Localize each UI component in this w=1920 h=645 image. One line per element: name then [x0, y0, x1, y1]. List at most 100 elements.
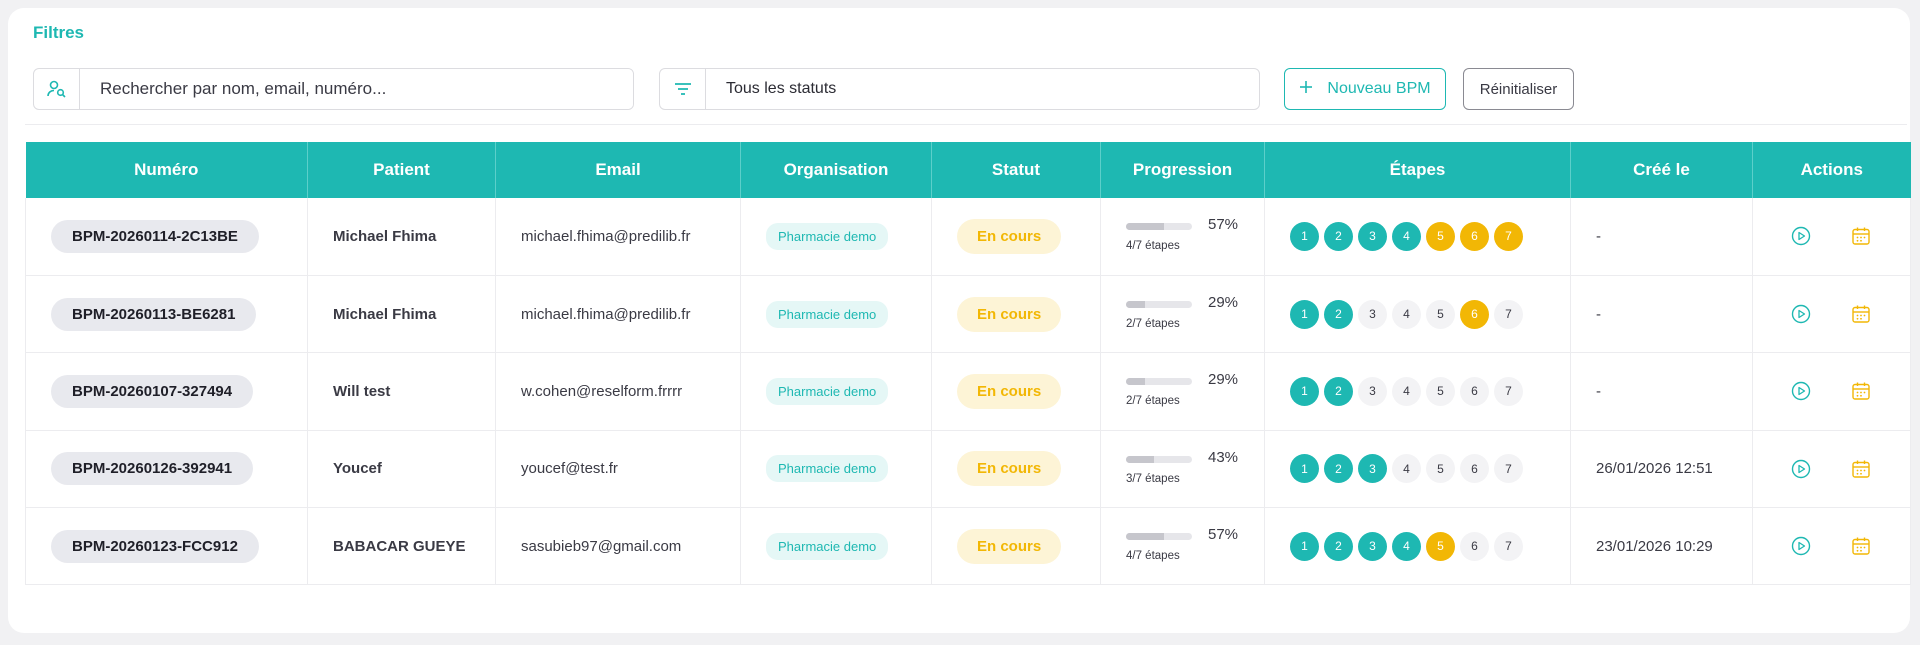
- play-circle-icon[interactable]: [1791, 304, 1811, 324]
- step-6: 6: [1460, 531, 1489, 561]
- cell-statut: En cours: [931, 275, 1101, 354]
- header-etapes[interactable]: Étapes: [1264, 142, 1571, 198]
- step-2: 2: [1324, 299, 1353, 329]
- header-progression[interactable]: Progression: [1100, 142, 1265, 198]
- step-3: 3: [1358, 531, 1387, 561]
- bpm-number: BPM-20260113-BE6281: [51, 297, 257, 331]
- new-bpm-button[interactable]: Nouveau BPM: [1284, 68, 1446, 110]
- bpm-number: BPM-20260123-FCC912: [51, 529, 259, 563]
- cell-patient: BABACAR GUEYE: [307, 507, 496, 586]
- progress: 43% 3/7 étapes: [1126, 449, 1246, 489]
- progress: 29% 2/7 étapes: [1126, 294, 1246, 334]
- header-statut[interactable]: Statut: [931, 142, 1101, 198]
- created-date: 23/01/2026 10:29: [1596, 537, 1713, 555]
- filter-icon: [660, 69, 706, 109]
- search-box[interactable]: [33, 68, 634, 110]
- step-1: 1: [1290, 299, 1319, 329]
- step-7: 7: [1494, 531, 1523, 561]
- cell-email: sasubieb97@gmail.com: [495, 507, 741, 586]
- cell-statut: En cours: [931, 198, 1101, 276]
- cell-patient: Michael Fhima: [307, 275, 496, 354]
- header-patient[interactable]: Patient: [307, 142, 496, 198]
- new-bpm-label: Nouveau BPM: [1327, 80, 1431, 97]
- calendar-icon[interactable]: [1851, 536, 1871, 556]
- organisation-badge: Pharmacie demo: [766, 455, 889, 483]
- reset-button[interactable]: Réinitialiser: [1463, 68, 1574, 110]
- cell-statut: En cours: [931, 430, 1101, 509]
- bpm-number: BPM-20260114-2C13BE: [51, 219, 259, 253]
- step-6: 6: [1460, 454, 1489, 484]
- step-6: 6: [1460, 376, 1489, 406]
- play-circle-icon[interactable]: [1791, 459, 1811, 479]
- cell-actions: [1752, 275, 1911, 354]
- progress-percent: 29%: [1208, 371, 1239, 389]
- step-4: 4: [1392, 454, 1421, 484]
- progress-percent: 57%: [1208, 216, 1239, 234]
- step-3: 3: [1358, 299, 1387, 329]
- status-badge: En cours: [957, 528, 1062, 564]
- status-select[interactable]: Tous les statuts: [659, 68, 1260, 110]
- filters-title: Filtres: [33, 23, 85, 42]
- cell-cree-le: -: [1570, 275, 1753, 354]
- status-badge: En cours: [957, 451, 1062, 487]
- step-5: 5: [1426, 531, 1455, 561]
- patient-email: w.cohen@reselform.frrrr: [521, 382, 683, 400]
- step-3: 3: [1358, 454, 1387, 484]
- progress-fill: [1126, 533, 1164, 541]
- header-cree-le[interactable]: Créé le: [1570, 142, 1753, 198]
- patient-name: Will test: [333, 382, 391, 400]
- step-3: 3: [1358, 376, 1387, 406]
- search-input[interactable]: [80, 69, 633, 109]
- header-email[interactable]: Email: [495, 142, 741, 198]
- progress-bar: [1126, 223, 1192, 231]
- cell-statut: En cours: [931, 352, 1101, 431]
- progress: 57% 4/7 étapes: [1126, 216, 1246, 256]
- cell-numero: BPM-20260107-327494: [25, 352, 308, 431]
- step-5: 5: [1426, 299, 1455, 329]
- cell-numero: BPM-20260113-BE6281: [25, 275, 308, 354]
- cell-numero: BPM-20260126-392941: [25, 430, 308, 509]
- progress-bar: [1126, 378, 1192, 386]
- cell-organisation: Pharmacie demo: [740, 198, 932, 276]
- header-numero[interactable]: Numéro: [25, 142, 308, 198]
- step-1: 1: [1290, 221, 1319, 251]
- cell-actions: [1752, 198, 1911, 276]
- calendar-icon[interactable]: [1851, 226, 1871, 246]
- play-circle-icon[interactable]: [1791, 381, 1811, 401]
- progress-bar: [1126, 455, 1192, 463]
- organisation-badge: Pharmacie demo: [766, 300, 889, 328]
- play-circle-icon[interactable]: [1791, 536, 1811, 556]
- table-row[interactable]: BPM-20260123-FCC912 BABACAR GUEYE sasubieb…: [25, 507, 1911, 586]
- patient-email: michael.fhima@predilib.fr: [521, 227, 691, 245]
- table-row[interactable]: BPM-20260107-327494 Will test w.cohen@rese…: [25, 352, 1911, 431]
- cell-cree-le: 23/01/2026 10:29: [1570, 507, 1753, 586]
- cell-patient: Youcef: [307, 430, 496, 509]
- calendar-icon[interactable]: [1851, 304, 1871, 324]
- cell-email: michael.fhima@predilib.fr: [495, 198, 741, 276]
- cell-actions: [1752, 352, 1911, 431]
- cell-progression: 29% 2/7 étapes: [1100, 352, 1265, 431]
- bpm-number: BPM-20260107-327494: [51, 374, 254, 408]
- table-row[interactable]: BPM-20260113-BE6281 Michael Fhima michael.…: [25, 275, 1911, 354]
- header-organisation[interactable]: Organisation: [740, 142, 932, 198]
- patient-name: Youcef: [333, 460, 382, 478]
- cell-cree-le: -: [1570, 198, 1753, 276]
- table-row[interactable]: BPM-20260126-392941 Youcef youcef@test.fr P…: [25, 430, 1911, 509]
- table-row[interactable]: BPM-20260114-2C13BE Michael Fhima michael.…: [25, 198, 1911, 276]
- play-circle-icon[interactable]: [1791, 226, 1811, 246]
- calendar-icon[interactable]: [1851, 459, 1871, 479]
- cell-progression: 57% 4/7 étapes: [1100, 198, 1265, 276]
- step-4: 4: [1392, 376, 1421, 406]
- cell-organisation: Pharmacie demo: [740, 507, 932, 586]
- step-1: 1: [1290, 376, 1319, 406]
- filters-box: [25, 50, 1907, 125]
- cell-actions: [1752, 507, 1911, 586]
- step-3: 3: [1358, 221, 1387, 251]
- progress-bar: [1126, 533, 1192, 541]
- calendar-icon[interactable]: [1851, 381, 1871, 401]
